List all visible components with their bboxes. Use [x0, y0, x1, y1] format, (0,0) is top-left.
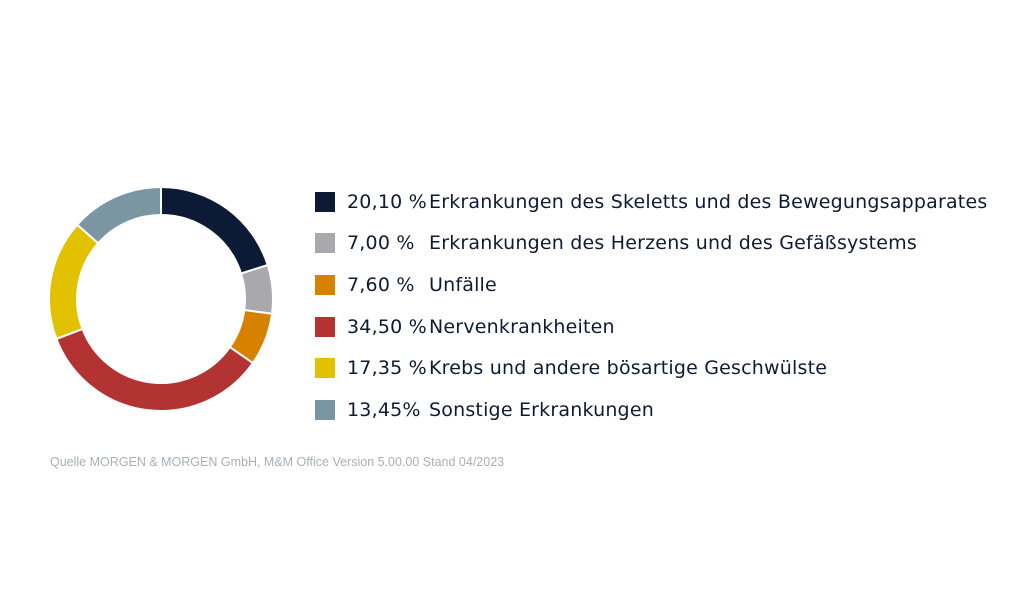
legend-swatch	[315, 233, 335, 254]
legend-swatch	[315, 358, 335, 379]
donut-slice-skelett	[160, 185, 269, 275]
legend-item-sonstige: 13,45% Sonstige Erkrankungen	[315, 389, 987, 431]
legend-value: 20,10 %	[347, 190, 427, 213]
donut-slice-krebs	[48, 223, 100, 341]
legend-item-krebs: 17,35 % Krebs und andere bösartige Gesch…	[315, 347, 987, 389]
chart-legend: 20,10 % Erkrankungen des Skeletts und de…	[315, 181, 987, 431]
legend-label: Sonstige Erkrankungen	[429, 398, 654, 421]
legend-label: Krebs und andere bösartige Geschwülste	[429, 357, 828, 380]
legend-item-herz: 7,00 % Erkrankungen des Herzens und des …	[315, 223, 987, 265]
legend-value: 13,45%	[347, 398, 421, 421]
donut-slice-sonstige	[75, 185, 162, 245]
donut-slice-nerven	[55, 327, 255, 412]
legend-swatch	[315, 274, 335, 295]
legend-label: Unfälle	[429, 273, 497, 296]
legend-item-unfaelle: 7,60 % Unfälle	[315, 264, 987, 306]
legend-item-nerven: 34,50 % Nervenkrankheiten	[315, 306, 987, 348]
legend-label: Nervenkrankheiten	[429, 315, 615, 338]
legend-value: 7,60 %	[347, 273, 415, 296]
legend-value: 17,35 %	[347, 357, 427, 380]
legend-label: Erkrankungen des Herzens und des Gefäßsy…	[429, 232, 917, 255]
source-note: Quelle MORGEN & MORGEN GmbH, M&M Office …	[50, 455, 505, 469]
legend-swatch	[315, 399, 335, 420]
donut-slice-herz	[239, 263, 274, 315]
legend-swatch	[315, 191, 335, 212]
legend-item-skelett: 20,10 % Erkrankungen des Skeletts und de…	[315, 181, 987, 223]
legend-label: Erkrankungen des Skeletts und des Bewegu…	[429, 190, 988, 213]
legend-value: 7,00 %	[347, 232, 415, 255]
legend-swatch	[315, 316, 335, 337]
legend-value: 34,50 %	[347, 315, 427, 338]
